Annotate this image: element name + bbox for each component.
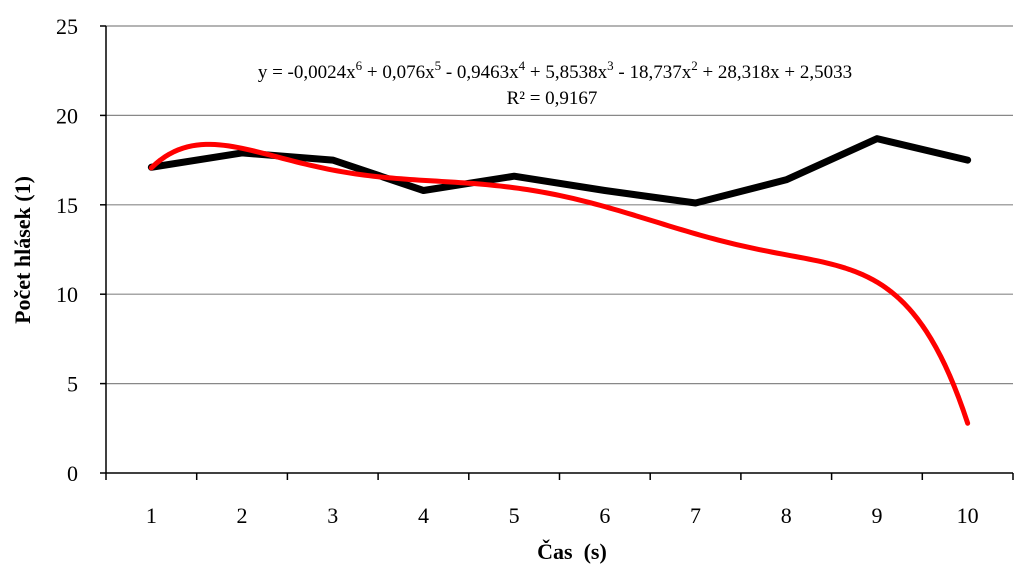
- x-tick-label: 8: [781, 503, 792, 528]
- x-tick-label: 3: [327, 503, 338, 528]
- y-axis-title: Počet hlásek (1): [10, 176, 35, 324]
- x-ticks: 1 2 3 4 5 6 7 8 9 10: [105, 473, 1014, 528]
- x-tick-label: 5: [509, 503, 520, 528]
- y-tick-label: 10: [56, 282, 78, 307]
- y-tick-label: 15: [56, 193, 78, 218]
- eq-exponent: 2: [691, 58, 698, 73]
- y-tick-label: 20: [56, 103, 78, 128]
- y-ticks: 0 5 10 15 20 25: [56, 14, 106, 486]
- eq-exponent: 4: [519, 58, 526, 73]
- series-group: [147, 135, 972, 207]
- y-tick-label: 0: [67, 461, 78, 486]
- y-tick-label: 25: [56, 14, 78, 39]
- x-tick-label: 2: [237, 503, 248, 528]
- trendline-group: [148, 141, 971, 426]
- y-tick-label: 5: [67, 372, 78, 397]
- series-line: [147, 135, 972, 207]
- eq-exponent: 6: [356, 58, 363, 73]
- x-axis-title: Čas (s): [537, 539, 607, 564]
- trendline-curve: [148, 141, 971, 426]
- eq-part: - 18,737x: [614, 62, 692, 83]
- x-tick-label: 10: [957, 503, 979, 528]
- x-tick-label: 9: [871, 503, 882, 528]
- eq-exponent: 5: [435, 58, 442, 73]
- r-squared-label: R² = 0,9167: [507, 88, 598, 109]
- eq-part: + 28,318x + 2,5033: [698, 62, 852, 83]
- gridlines: [106, 25, 1013, 385]
- eq-part: - 0,9463x: [441, 62, 519, 83]
- x-tick-label: 7: [690, 503, 701, 528]
- x-tick-label: 4: [418, 503, 429, 528]
- eq-part: + 5,8538x: [525, 62, 607, 83]
- eq-exponent: 3: [607, 58, 614, 73]
- trendline-equation: y = -0,0024x6 + 0,076x5 - 0,9463x4 + 5,8…: [258, 58, 852, 83]
- x-tick-label: 6: [599, 503, 610, 528]
- eq-part: y = -0,0024x: [258, 62, 356, 83]
- x-tick-label: 1: [146, 503, 157, 528]
- eq-part: + 0,076x: [362, 62, 435, 83]
